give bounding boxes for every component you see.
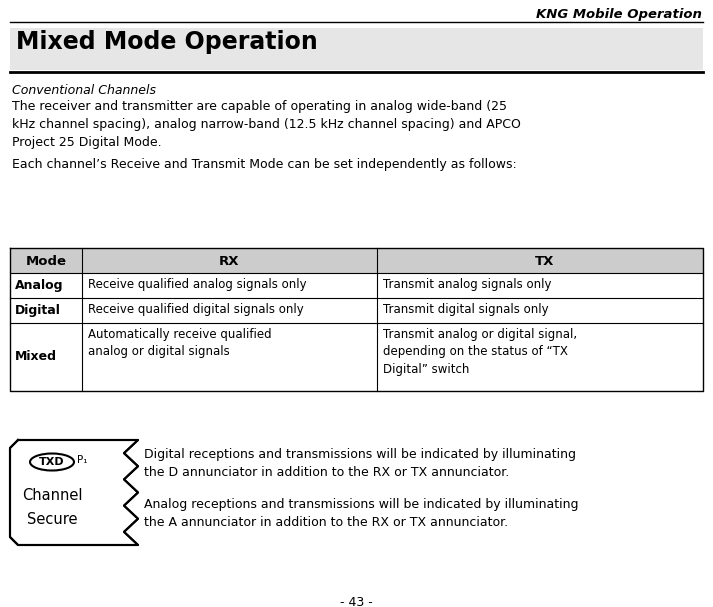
Text: Digital: Digital xyxy=(15,304,61,317)
Text: Each channel’s Receive and Transmit Mode can be set independently as follows:: Each channel’s Receive and Transmit Mode… xyxy=(12,158,517,171)
Text: Mode: Mode xyxy=(26,255,66,268)
Text: Analog: Analog xyxy=(15,279,63,292)
FancyBboxPatch shape xyxy=(10,248,703,273)
Text: - 43 -: - 43 - xyxy=(339,596,372,607)
Text: TX: TX xyxy=(535,255,555,268)
Text: KNG Mobile Operation: KNG Mobile Operation xyxy=(536,8,702,21)
Text: TXD: TXD xyxy=(39,457,65,467)
Text: Analog receptions and transmissions will be indicated by illuminating
the A annu: Analog receptions and transmissions will… xyxy=(144,498,578,529)
Text: Mixed Mode Operation: Mixed Mode Operation xyxy=(16,30,318,54)
Text: Transmit analog signals only: Transmit analog signals only xyxy=(383,278,551,291)
Ellipse shape xyxy=(30,453,74,470)
Text: P₁: P₁ xyxy=(77,455,88,465)
Text: Transmit analog or digital signal,
depending on the status of “TX
Digital” switc: Transmit analog or digital signal, depen… xyxy=(383,328,577,376)
Text: Mixed: Mixed xyxy=(15,350,57,364)
Text: Channel: Channel xyxy=(22,487,82,503)
Text: Conventional Channels: Conventional Channels xyxy=(12,84,156,97)
Text: Receive qualified digital signals only: Receive qualified digital signals only xyxy=(88,303,304,316)
Text: Secure: Secure xyxy=(27,512,77,527)
Text: Automatically receive qualified
analog or digital signals: Automatically receive qualified analog o… xyxy=(88,328,272,359)
Text: Receive qualified analog signals only: Receive qualified analog signals only xyxy=(88,278,307,291)
Text: The receiver and transmitter are capable of operating in analog wide-band (25
kH: The receiver and transmitter are capable… xyxy=(12,100,521,149)
Polygon shape xyxy=(10,440,138,545)
Text: Transmit digital signals only: Transmit digital signals only xyxy=(383,303,548,316)
Text: Digital receptions and transmissions will be indicated by illuminating
the D ann: Digital receptions and transmissions wil… xyxy=(144,448,576,479)
FancyBboxPatch shape xyxy=(10,28,703,70)
Text: RX: RX xyxy=(220,255,240,268)
